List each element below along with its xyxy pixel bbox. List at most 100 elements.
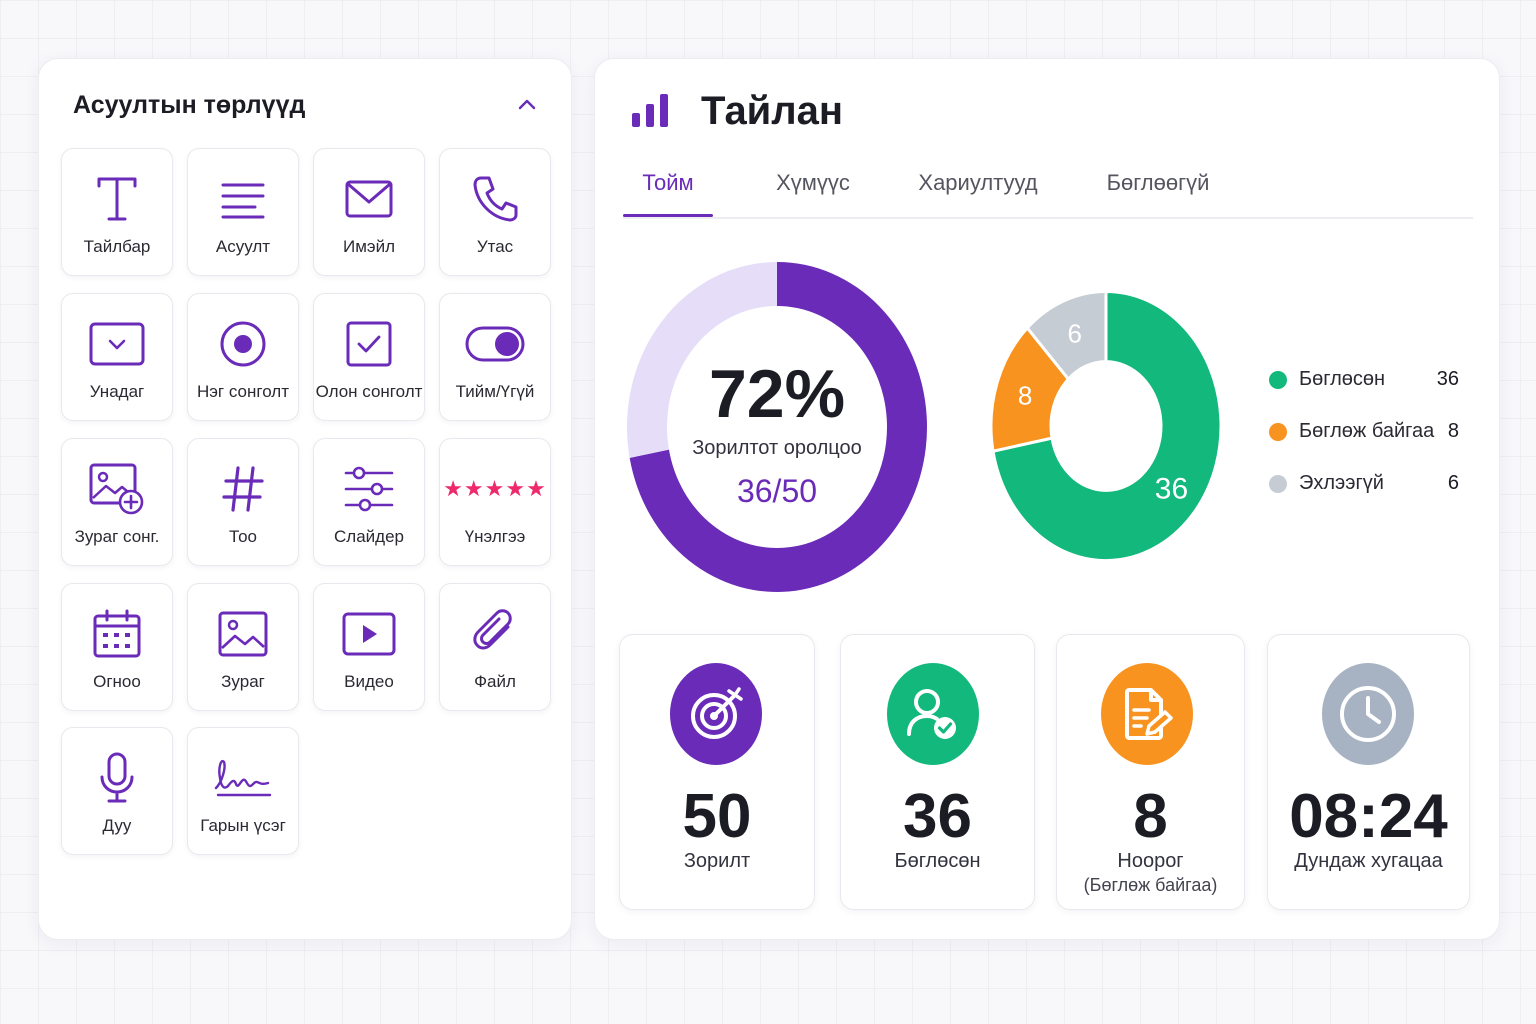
question-type-video[interactable]: Видео — [313, 583, 425, 711]
question-types-panel: Асуултын төрлүүд Тайлбар Асуулт Имэйл Ут… — [38, 58, 572, 940]
microphone-icon — [100, 752, 134, 803]
question-type-question[interactable]: Асуулт — [187, 148, 299, 276]
question-type-phone[interactable]: Утас — [439, 148, 551, 276]
question-type-label: Файл — [474, 672, 516, 691]
tab-overview[interactable]: Тойм — [623, 167, 713, 217]
legend-swatch — [1269, 475, 1287, 493]
stat-caption: Бөглөсөн — [894, 850, 981, 872]
legend-value: 36 — [1436, 368, 1459, 390]
tab-answers[interactable]: Хариултууд — [918, 170, 1038, 195]
question-type-date[interactable]: Огноо — [61, 583, 173, 711]
participation-label: Зорилтот оролцоо — [692, 437, 862, 459]
tab-not-filled[interactable]: Бөглөөгүй — [1106, 170, 1210, 195]
legend-value: 8 — [1447, 420, 1459, 442]
participation-donut: 72% Зорилтот оролцоо 36/50 — [625, 257, 929, 597]
legend-label: Эхлээгүй — [1299, 472, 1384, 494]
stat-value: 36 — [903, 782, 972, 851]
stat-value: 08:24 — [1289, 782, 1448, 851]
stat-caption: Ноорог (Бөглөж байгаа) — [1057, 849, 1244, 897]
question-type-label: Нэг сонголт — [196, 382, 290, 401]
question-type-label: Видео — [344, 672, 394, 691]
participation-donut-chart — [627, 262, 928, 592]
question-type-label: Зураг сонг. — [74, 527, 160, 546]
report-title: Тайлан — [701, 89, 844, 133]
question-type-label: Имэйл — [343, 237, 395, 256]
legend-item-not-started: Эхлээгүй 6 — [1267, 469, 1473, 499]
lines-icon — [221, 183, 265, 219]
slider-icon — [344, 466, 394, 512]
stat-card-average-time: 08:24 Дундаж хугацаа — [1267, 634, 1470, 910]
hash-icon — [222, 466, 264, 512]
stat-caption-line1: Ноорог — [1117, 850, 1184, 872]
question-type-label: Огноо — [93, 672, 141, 691]
participation-remaining-slice — [627, 262, 777, 458]
question-type-single-choice[interactable]: Нэг сонголт — [187, 293, 299, 421]
mail-icon — [345, 180, 393, 218]
radio-icon — [220, 321, 266, 367]
status-slice-not-started — [1025, 289, 1108, 382]
donut-center: 72% Зорилтот оролцоо 36/50 — [625, 257, 929, 597]
legend-item-in-progress: Бөглөж байгаа 8 — [1267, 417, 1473, 447]
legend-label: Бөглөсөн — [1299, 368, 1386, 390]
participation-fraction: 36/50 — [736, 473, 818, 509]
legend-swatch — [1269, 371, 1287, 389]
stat-icon-circle — [887, 663, 979, 765]
phone-icon — [473, 176, 518, 222]
chevron-up-icon — [518, 99, 536, 110]
legend-swatch — [1269, 423, 1287, 441]
document-edit-icon — [1125, 688, 1173, 740]
participation-percent: 72% — [708, 356, 846, 432]
question-type-yes-no[interactable]: Тийм/Үгүй — [439, 293, 551, 421]
question-type-dropdown[interactable]: Унадаг — [61, 293, 173, 421]
paperclip-icon — [473, 609, 512, 650]
status-slice-filled — [991, 289, 1223, 563]
tab-people[interactable]: Хүмүүс — [776, 170, 850, 195]
question-type-label: Зураг — [221, 672, 265, 691]
bar-chart-icon — [632, 94, 668, 127]
stat-card-target: 50 Зорилт — [619, 634, 815, 910]
question-type-label: Гарын үсэг — [200, 816, 286, 835]
legend-item-filled: Бөглөсөн 36 — [1267, 365, 1473, 395]
question-type-audio[interactable]: Дуу — [61, 727, 173, 855]
question-type-description[interactable]: Тайлбар — [61, 148, 173, 276]
status-donut: 36 8 6 — [989, 289, 1241, 571]
question-type-rating[interactable]: ★★★★★ Үнэлгээ — [439, 438, 551, 566]
toggle-icon — [465, 326, 525, 362]
legend-label: Бөглөж байгаа — [1299, 420, 1435, 442]
question-type-file[interactable]: Файл — [439, 583, 551, 711]
question-type-label: Тоо — [229, 527, 257, 546]
clock-icon — [1340, 686, 1396, 742]
status-slice-label: 36 — [1155, 472, 1188, 505]
checkbox-icon — [346, 321, 392, 367]
stat-value: 50 — [682, 782, 752, 851]
report-tabs: Тойм Хүмүүс Хариултууд Бөглөөгүй — [623, 167, 1473, 219]
status-slice-label: 6 — [1067, 319, 1081, 349]
question-type-image[interactable]: Зураг — [187, 583, 299, 711]
stat-icon-circle — [1322, 663, 1414, 765]
legend-value: 6 — [1447, 472, 1459, 494]
question-type-label: Олон сонголт — [315, 382, 423, 401]
question-type-image-choice[interactable]: Зураг сонг. — [61, 438, 173, 566]
question-type-signature[interactable]: Гарын үсэг — [187, 727, 299, 855]
question-type-number[interactable]: Тоо — [187, 438, 299, 566]
report-panel: Тайлан Тойм Хүмүүс Хариултууд Бөглөөгүй … — [594, 58, 1500, 940]
video-icon — [342, 612, 396, 656]
question-type-slider[interactable]: Слайдер — [313, 438, 425, 566]
stat-caption-line2: (Бөглөж байгаа) — [1083, 875, 1218, 895]
target-icon — [691, 687, 743, 739]
user-check-icon — [907, 689, 956, 739]
signature-icon — [214, 759, 272, 797]
question-type-label: Асуулт — [215, 237, 271, 256]
question-types-header: Асуултын төрлүүд — [73, 89, 543, 121]
status-donut-chart: 36 8 6 — [989, 289, 1223, 563]
question-type-multiple-choice[interactable]: Олон сонголт — [313, 293, 425, 421]
image-add-icon — [89, 463, 144, 515]
collapse-button[interactable] — [511, 89, 543, 121]
question-type-label: Дуу — [102, 816, 132, 835]
dropdown-icon — [89, 322, 145, 366]
question-type-label: Слайдер — [334, 527, 404, 546]
question-types-title: Асуултын төрлүүд — [73, 91, 306, 119]
stat-card-filled: 36 Бөглөсөн — [840, 634, 1035, 910]
question-type-email[interactable]: Имэйл — [313, 148, 425, 276]
stat-card-draft: 8 Ноорог (Бөглөж байгаа) — [1056, 634, 1245, 910]
